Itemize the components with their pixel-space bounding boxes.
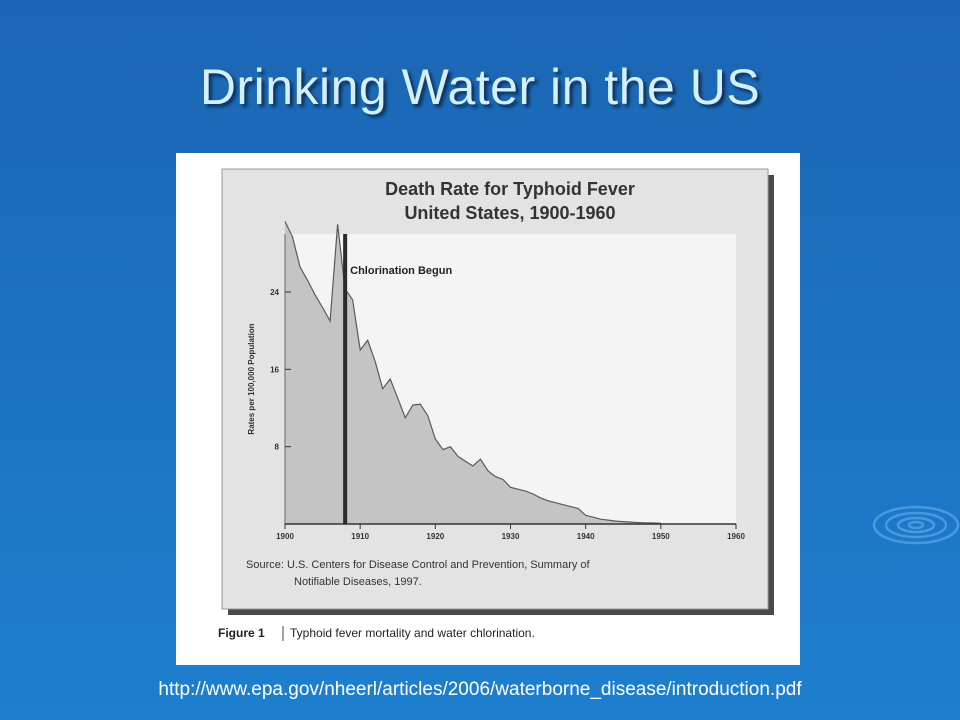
figure-label: Figure 1 (218, 626, 265, 640)
y-tick-label-24: 24 (270, 288, 279, 297)
figure-card: Death Rate for Typhoid Fever United Stat… (176, 153, 800, 665)
slide-title: Drinking Water in the US (199, 59, 761, 115)
x-tick-label-1900: 1900 (276, 532, 294, 541)
x-tick-label-1960: 1960 (727, 532, 745, 541)
chlorination-annotation-label: Chlorination Begun (350, 265, 452, 277)
series-line (284, 221, 661, 524)
y-tick-label-8: 8 (275, 443, 280, 452)
water-ripple-icon (872, 505, 960, 545)
chart-title: Death Rate for Typhoid Fever (385, 179, 635, 199)
x-tick-label-1910: 1910 (351, 532, 369, 541)
typhoid-death-rate-chart: Death Rate for Typhoid Fever United Stat… (218, 168, 774, 641)
series-area (285, 221, 661, 524)
y-axis-label: Rates per 100,000 Population (247, 323, 256, 434)
x-tick-label-1940: 1940 (577, 532, 595, 541)
source-line-2: Notifiable Diseases, 1997. (294, 576, 422, 588)
x-tick-label-1950: 1950 (652, 532, 670, 541)
source-line-1: Source: U.S. Centers for Disease Control… (246, 559, 591, 571)
figure-caption: Typhoid fever mortality and water chlori… (290, 626, 535, 640)
source-url-link[interactable]: http://www.epa.gov/nheerl/articles/2006/… (158, 679, 802, 700)
x-tick-label-1930: 1930 (502, 532, 520, 541)
x-tick-label-1920: 1920 (426, 532, 444, 541)
y-tick-label-16: 16 (270, 365, 279, 374)
chart-subtitle: United States, 1900-1960 (404, 203, 615, 223)
